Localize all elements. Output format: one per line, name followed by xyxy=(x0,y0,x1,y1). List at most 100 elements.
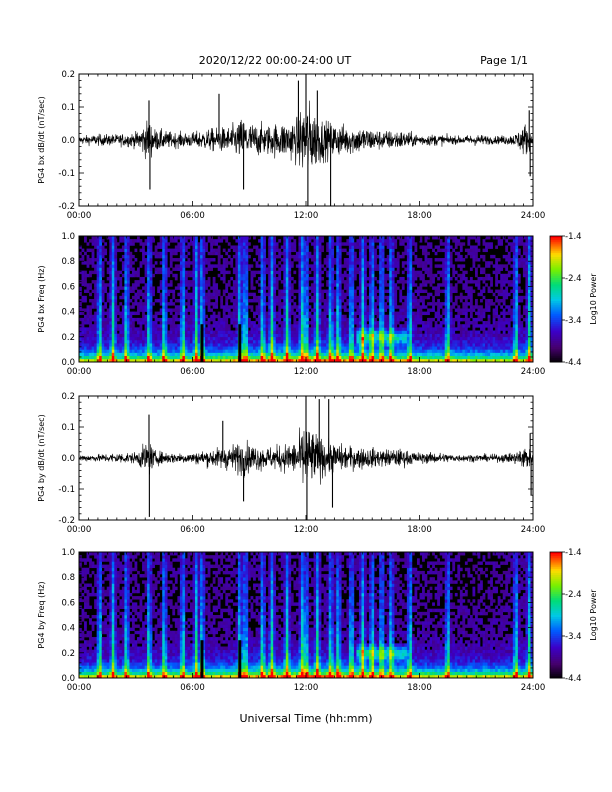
spectrogram-cell xyxy=(381,264,385,268)
spectrogram-cell xyxy=(364,276,367,281)
spectrogram-cell xyxy=(159,270,163,275)
spectrogram-cell xyxy=(321,358,324,363)
spectrogram-cell xyxy=(126,327,130,331)
spectrogram-cell xyxy=(134,336,138,341)
spectrogram-cell xyxy=(313,273,317,278)
spectrogram-cell xyxy=(247,248,251,253)
spectrogram-cell xyxy=(106,355,110,360)
spectrogram-cell xyxy=(303,305,307,309)
spectrogram-cell xyxy=(406,343,410,347)
spectrogram-cell xyxy=(353,321,357,325)
spectrogram-cell xyxy=(230,264,234,268)
spectrogram-cell xyxy=(303,295,307,300)
spectrogram-cell xyxy=(361,286,365,290)
spectrogram-cell xyxy=(164,358,168,363)
spectrogram-cell xyxy=(91,236,95,240)
spectrogram-cell xyxy=(316,248,319,253)
spectrogram-cell xyxy=(114,276,118,281)
spectrogram-cell xyxy=(396,305,400,309)
spectrogram-cell xyxy=(437,327,440,331)
spectrogram-cell xyxy=(235,270,239,275)
spectrogram-cell xyxy=(444,273,448,278)
spectrogram-cell xyxy=(336,352,340,356)
spectrogram-cell xyxy=(348,276,352,281)
spectrogram-cell xyxy=(406,267,410,271)
spectrogram-cell xyxy=(406,264,410,268)
spectrogram-cell xyxy=(263,305,266,309)
spectrogram-cell xyxy=(258,358,261,363)
spectrogram-cell xyxy=(389,270,393,275)
spectrogram-cell xyxy=(152,302,155,306)
spectrogram-cell xyxy=(273,280,277,284)
spectrogram-cell xyxy=(432,352,435,356)
spectrogram-cell xyxy=(207,336,211,341)
spectrogram-cell xyxy=(318,333,322,338)
spectrogram-cell xyxy=(268,267,271,271)
spectrogram-cell xyxy=(331,330,335,334)
spectrogram-cell xyxy=(124,346,128,350)
spectrogram-cell xyxy=(159,321,163,325)
spectrogram-cell xyxy=(331,343,335,347)
spectrogram-cell xyxy=(308,251,312,256)
spectrogram-cell xyxy=(232,270,236,275)
spectrogram-cell xyxy=(162,264,166,268)
spectrogram-cell xyxy=(172,258,176,262)
spectrogram-cell xyxy=(366,305,370,309)
spectrogram-cell xyxy=(442,276,446,281)
spectrogram-cell xyxy=(142,302,145,306)
spectrogram-cell xyxy=(306,245,309,249)
spectrogram-cell xyxy=(247,355,251,360)
spectrogram-cell xyxy=(187,324,191,328)
spectrogram-cell xyxy=(134,302,138,306)
spectrogram-cell xyxy=(288,339,292,344)
spectrogram-cell xyxy=(303,276,307,281)
spectrogram-cell xyxy=(253,270,256,275)
spectrogram-cell xyxy=(263,330,266,334)
spectrogram-cell xyxy=(364,248,367,253)
spectrogram-cell xyxy=(109,305,113,309)
spectrogram-cell xyxy=(406,248,410,253)
spectrogram-cell xyxy=(361,261,365,265)
spectrogram-cell xyxy=(366,245,370,249)
spectrogram-cell xyxy=(212,352,216,356)
spectrogram-cell xyxy=(336,261,340,265)
spectrogram-cell xyxy=(227,280,231,284)
spectrogram-cell xyxy=(376,324,380,328)
spectrogram-cell xyxy=(124,254,128,259)
spectrogram-cell xyxy=(419,270,423,275)
spectrogram-cell xyxy=(348,317,352,322)
spectrogram-cell xyxy=(353,330,357,334)
spectrogram-cell xyxy=(331,346,335,350)
spectrogram-cell xyxy=(172,308,176,312)
spectrogram-cell xyxy=(424,264,428,268)
spectrogram-cell xyxy=(366,317,370,322)
spectrogram-cell xyxy=(434,258,438,262)
spectrogram-cell xyxy=(230,352,234,356)
spectrogram-cell xyxy=(444,248,448,253)
spectrogram-cell xyxy=(205,270,208,275)
spectrogram-cell xyxy=(389,355,393,360)
spectrogram-cell xyxy=(351,302,355,306)
spectrogram-cell xyxy=(399,311,403,316)
spectrogram-cell xyxy=(328,236,332,240)
spectrogram-cell xyxy=(154,333,158,338)
spectrogram-cell xyxy=(293,258,297,262)
spectrogram-cell xyxy=(384,358,388,363)
spectrogram-cell xyxy=(361,343,365,347)
spectrogram-cell xyxy=(447,276,451,281)
spectrogram-cell xyxy=(154,270,158,275)
spectrogram-cell xyxy=(364,289,367,293)
spectrogram-cell xyxy=(179,305,183,309)
spectrogram-cell xyxy=(227,339,231,344)
spectrogram-cell xyxy=(371,251,375,256)
spectrogram-cell xyxy=(86,258,90,262)
spectrogram-cell xyxy=(164,264,168,268)
spectrogram-cell xyxy=(263,327,266,331)
spectrogram-cell xyxy=(439,248,443,253)
spectrogram-cell xyxy=(416,302,420,306)
spectrogram-cell xyxy=(369,317,372,322)
spectrogram-cell xyxy=(240,314,244,319)
spectrogram-cell xyxy=(172,295,176,300)
spectrogram-cell xyxy=(202,258,206,262)
spectrogram-cell xyxy=(358,242,362,246)
